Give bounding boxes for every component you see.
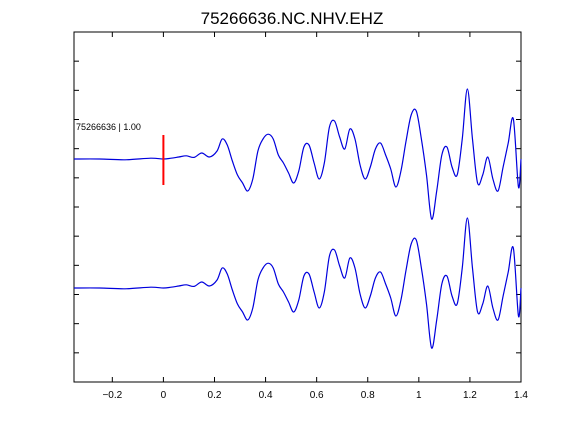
axes-frame <box>73 31 522 383</box>
x-tick-label: 1.4 <box>514 390 528 401</box>
x-tick-label: 0.6 <box>310 390 324 401</box>
x-tick-label: −0.2 <box>102 390 122 401</box>
y-axis-ticks <box>74 60 521 354</box>
x-tick-label: 1 <box>416 390 422 401</box>
x-tick-label: 0.8 <box>361 390 375 401</box>
trace-annotation: 75266636 | 1.00 <box>76 122 141 132</box>
x-tick-label: 0.4 <box>259 390 273 401</box>
trace-group <box>73 88 522 349</box>
trace-lower <box>73 217 522 349</box>
trace-upper <box>73 88 522 220</box>
x-tick-label: 1.2 <box>463 390 477 401</box>
x-axis: −0.2 0 0.2 0.4 0.6 0.8 1 1.2 1.4 <box>102 32 528 401</box>
x-tick-label: 0 <box>161 390 167 401</box>
plot-area: −0.2 0 0.2 0.4 0.6 0.8 1 1.2 1.4 75266636 | 1.00 <box>73 31 528 401</box>
x-tick-label: 0.2 <box>208 390 222 401</box>
chart-title: 75266636.NC.NHV.EHZ <box>201 9 384 28</box>
